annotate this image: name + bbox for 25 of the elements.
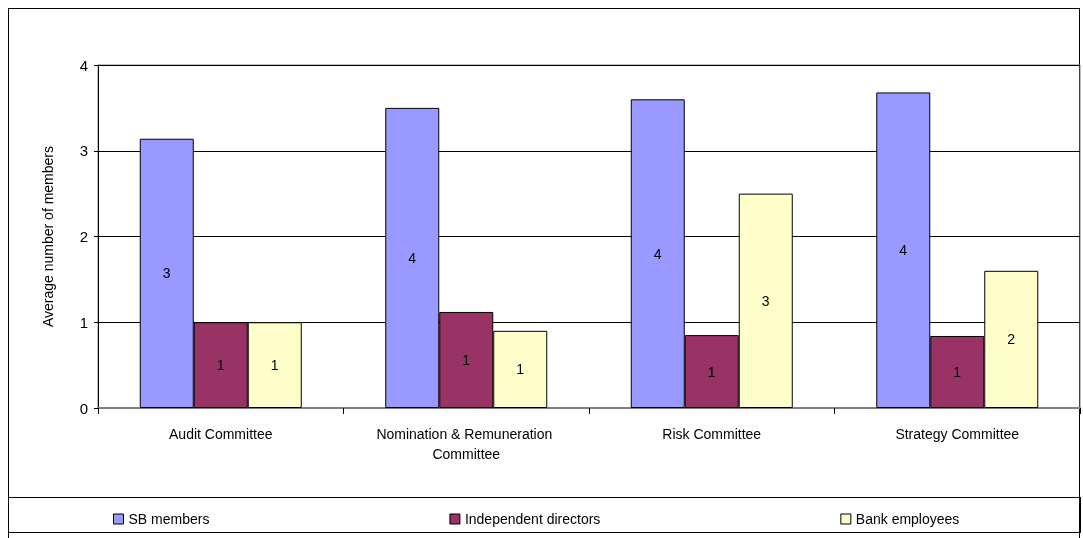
data-label: 3 (162, 265, 171, 282)
y-axis-title: Average number of members (40, 145, 56, 328)
legend-label: SB members (128, 511, 210, 527)
data-label: 1 (216, 357, 225, 374)
data-label: 1 (707, 363, 716, 380)
x-tick-label: Audit Committee (169, 426, 273, 442)
data-label: 2 (1007, 331, 1016, 348)
data-label: 4 (408, 249, 417, 266)
data-label: 4 (653, 245, 662, 262)
data-label: 3 (761, 292, 770, 309)
data-label: 1 (516, 361, 525, 378)
data-label: 1 (462, 351, 471, 368)
legend-label: Bank employees (855, 511, 960, 527)
data-label: 4 (899, 242, 908, 259)
x-tick-label: Nomination & Remuneration Committee (376, 426, 557, 462)
data-label: 1 (953, 363, 962, 380)
y-tick-label: 1 (79, 313, 88, 331)
y-tick-label: 0 (79, 399, 88, 417)
y-tick-label: 2 (79, 228, 88, 245)
y-tick-label: 3 (79, 142, 88, 160)
legend-label: Independent directors (464, 511, 601, 527)
data-label: 1 (270, 357, 279, 374)
x-tick-label: Strategy Committee (895, 426, 1020, 442)
x-tick-label: Risk Committee (662, 426, 762, 442)
y-tick-label: 4 (79, 56, 88, 74)
